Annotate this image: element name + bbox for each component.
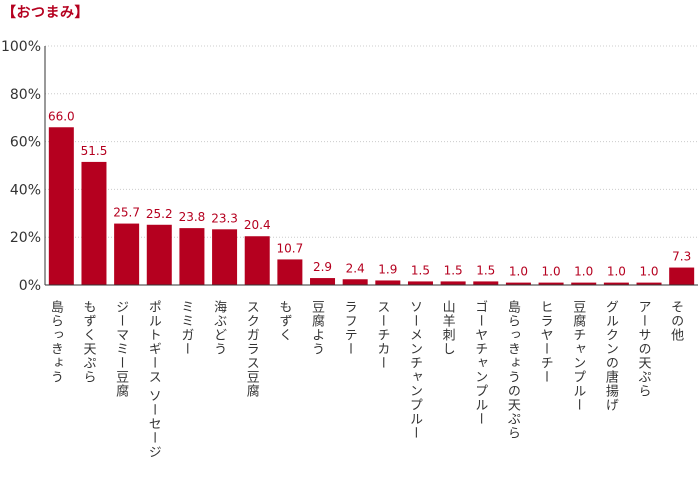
category-label: ソーメンチャンプルー <box>407 300 422 440</box>
data-label: 1.0 <box>607 265 626 279</box>
category-label: グルクンの唐揚げ <box>603 300 619 412</box>
y-tick-label: 40% <box>10 182 41 198</box>
bar <box>277 259 303 285</box>
data-label: 1.0 <box>639 265 658 279</box>
category-label: もずく天ぷら <box>80 300 96 384</box>
data-label: 1.0 <box>574 265 593 279</box>
bar <box>114 223 140 285</box>
y-tick-label: 100% <box>1 39 41 55</box>
data-label: 25.2 <box>146 207 173 221</box>
bar <box>212 229 238 285</box>
bar <box>603 282 629 285</box>
category-label: 海ぶどう <box>211 300 227 356</box>
category-label: アーサの天ぷら <box>636 300 652 398</box>
bar <box>440 281 466 285</box>
y-tick-label: 20% <box>10 230 41 246</box>
bar <box>342 279 368 285</box>
category-label: ミミガー <box>178 300 193 356</box>
category-label: もずく <box>276 300 291 342</box>
data-label: 51.5 <box>81 144 108 158</box>
category-label: ラフテー <box>342 300 357 356</box>
bar <box>636 282 662 285</box>
bar <box>407 281 433 285</box>
bar <box>48 127 74 285</box>
bar <box>571 282 597 285</box>
data-label: 23.8 <box>179 210 206 224</box>
category-label: 豆腐よう <box>309 300 325 356</box>
data-label: 25.7 <box>113 206 140 220</box>
category-label: ゴーヤチャンプルー <box>472 300 488 426</box>
data-label: 7.3 <box>672 250 691 264</box>
bar <box>375 280 401 285</box>
data-label: 1.5 <box>444 263 463 277</box>
data-label: 66.0 <box>48 109 75 123</box>
bar <box>179 228 205 285</box>
data-label: 1.5 <box>476 263 495 277</box>
data-label: 23.3 <box>211 211 238 225</box>
bar <box>473 281 499 285</box>
chart-title: 【おつまみ】 <box>2 5 89 21</box>
bar <box>538 282 564 285</box>
category-label: スクガラス豆腐 <box>244 300 260 398</box>
category-label: ヒラヤーチー <box>538 300 554 384</box>
data-label: 10.7 <box>277 241 304 255</box>
bar <box>505 282 531 285</box>
data-label: 2.4 <box>346 261 365 275</box>
bar <box>310 278 336 285</box>
data-label: 1.0 <box>509 265 528 279</box>
category-label: 島らっきょうの天ぷら <box>505 300 521 440</box>
category-label: その他 <box>668 300 684 342</box>
category-label: 島らっきょう <box>48 300 63 384</box>
bar <box>669 267 695 285</box>
data-label: 1.9 <box>378 262 397 276</box>
data-label: 20.4 <box>244 218 271 232</box>
data-label: 2.9 <box>313 260 332 274</box>
category-label: ポルトギース ソーセージ <box>146 300 162 459</box>
y-tick-label: 0% <box>19 278 41 294</box>
category-label: スーチカー <box>374 300 389 370</box>
data-label: 1.5 <box>411 263 430 277</box>
category-label: ジーマミー豆腐 <box>113 300 129 398</box>
category-label: 山羊刺し <box>440 300 456 356</box>
y-tick-label: 60% <box>10 135 41 151</box>
category-label: 豆腐チャンプルー <box>570 300 586 412</box>
bar <box>81 161 107 285</box>
y-tick-label: 80% <box>10 87 41 103</box>
bar <box>244 236 270 285</box>
data-label: 1.0 <box>542 265 561 279</box>
bar <box>146 224 172 285</box>
